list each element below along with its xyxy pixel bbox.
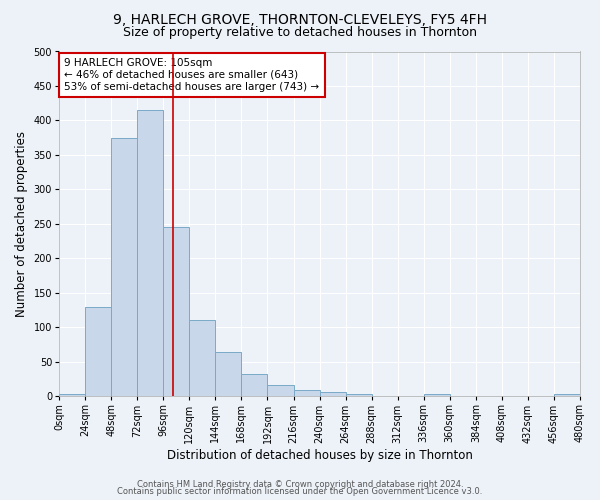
Bar [163,228,190,396]
Bar [554,394,580,396]
Bar [424,394,450,396]
Text: Contains HM Land Registry data © Crown copyright and database right 2024.: Contains HM Land Registry data © Crown c… [137,480,463,489]
Bar [241,374,268,396]
Bar [268,386,293,396]
Bar [293,390,320,396]
Bar [320,392,346,396]
Bar [215,352,241,397]
Text: 9 HARLECH GROVE: 105sqm
← 46% of detached houses are smaller (643)
53% of semi-d: 9 HARLECH GROVE: 105sqm ← 46% of detache… [64,58,319,92]
X-axis label: Distribution of detached houses by size in Thornton: Distribution of detached houses by size … [167,450,473,462]
Text: Size of property relative to detached houses in Thornton: Size of property relative to detached ho… [123,26,477,39]
Text: 9, HARLECH GROVE, THORNTON-CLEVELEYS, FY5 4FH: 9, HARLECH GROVE, THORNTON-CLEVELEYS, FY… [113,12,487,26]
Bar [59,394,85,396]
Text: Contains public sector information licensed under the Open Government Licence v3: Contains public sector information licen… [118,487,482,496]
Bar [137,110,163,397]
Bar [346,394,371,396]
Bar [190,320,215,396]
Bar [111,138,137,396]
Bar [85,306,111,396]
Y-axis label: Number of detached properties: Number of detached properties [15,131,28,317]
